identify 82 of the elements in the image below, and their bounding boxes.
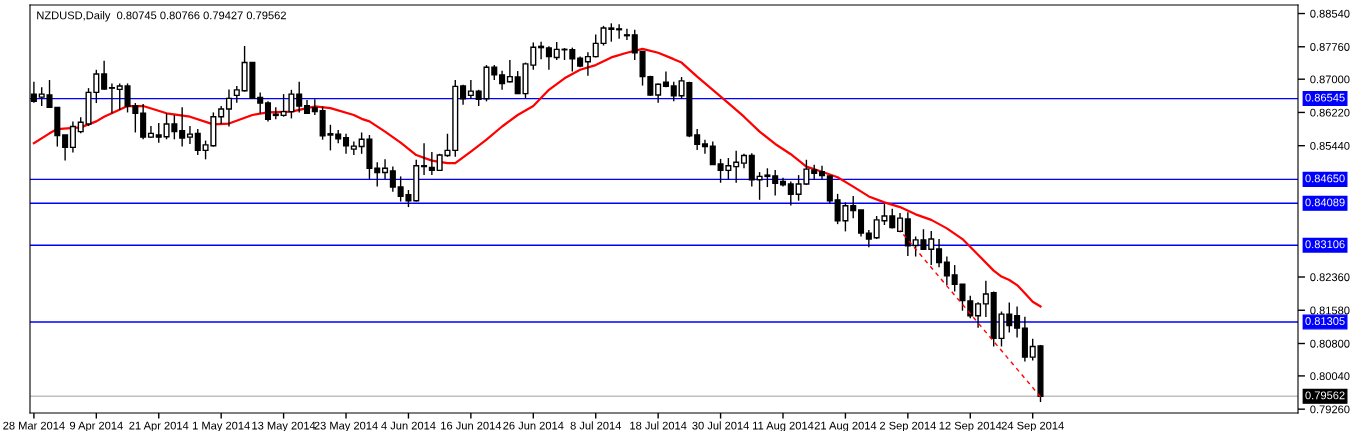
x-tick-label: 12 Sep 2014 (939, 421, 1002, 431)
candlestick (225, 88, 233, 128)
candlestick (69, 120, 76, 154)
x-tick-label: 8 Jul 2014 (570, 421, 622, 430)
ref-line-label: 0.84650 (1305, 174, 1345, 183)
x-tick-label: 4 Jun 2014 (381, 421, 436, 430)
candlestick (155, 122, 162, 144)
candlestick (928, 230, 935, 266)
x-tick-label: 30 Jul 2014 (692, 421, 749, 430)
y-tick-label: 0.82360 (1310, 273, 1350, 282)
candlestick (818, 165, 826, 181)
y-tick-label: 0.80040 (1310, 372, 1350, 381)
candlestick (186, 125, 193, 145)
candlestick (506, 59, 513, 84)
candlestick (428, 151, 435, 176)
x-tick-label: 28 Mar 2014 (3, 421, 65, 430)
candlestick (389, 165, 396, 193)
candlestick (1014, 305, 1021, 339)
candlestick (857, 209, 865, 238)
candlestick (116, 82, 123, 111)
candlestick (545, 45, 552, 71)
candlestick (943, 255, 950, 286)
y-tick-label: 0.88540 (1310, 9, 1350, 18)
candlestick (982, 280, 989, 318)
candlestick (616, 23, 623, 40)
ref-line-label: 0.86545 (1305, 93, 1345, 102)
candlestick (382, 158, 389, 180)
y-tick-label: 0.80800 (1310, 339, 1350, 348)
candlestick (623, 28, 630, 41)
candlestick (101, 60, 108, 91)
ref-line-label: 0.79562 (1305, 391, 1345, 400)
x-tick-label: 21 Apr 2014 (129, 421, 189, 431)
candlestick (311, 98, 318, 116)
candlestick (787, 180, 794, 207)
candlestick (670, 81, 677, 103)
y-tick-label: 0.81580 (1310, 306, 1350, 315)
candlestick (772, 169, 779, 197)
text: NZDUSD,Daily 0.80745 0.80766 0.79427 0.79562 (37, 11, 286, 22)
y-tick-label: 0.87000 (1310, 75, 1350, 84)
candlestick (975, 301, 982, 329)
candlestick (350, 140, 357, 156)
ref-line-label: 0.84089 (1305, 198, 1345, 207)
x-tick-label: 26 Jun 2014 (503, 421, 564, 430)
candlestick (499, 69, 506, 91)
candlestick (936, 238, 943, 268)
y-tick-label: 0.79260 (1310, 405, 1350, 414)
candlestick (62, 134, 69, 162)
x-tick-label: 23 May 2014 (314, 421, 378, 431)
x-tick-label: 21 Aug 2014 (814, 421, 877, 431)
line-series (32, 47, 1042, 308)
candlestick (421, 142, 428, 176)
candlestick (257, 91, 264, 114)
candlestick (467, 79, 474, 100)
candlestick (194, 128, 201, 156)
candlestick (694, 128, 701, 151)
candlestick (733, 150, 740, 184)
candlestick (584, 51, 591, 77)
candlestick (108, 82, 115, 114)
candlestick (140, 103, 147, 140)
candlestick (342, 133, 350, 155)
y-tick-label: 0.85440 (1310, 141, 1350, 150)
candlestick (709, 140, 716, 166)
ref-line-label: 0.81305 (1305, 317, 1345, 325)
candlestick (850, 195, 857, 219)
x-tick-label: 13 May 2014 (252, 421, 316, 431)
ref-line-label: 0.83106 (1305, 240, 1345, 249)
candlestick (374, 161, 381, 188)
x-tick-label: 1 May 2014 (192, 421, 250, 431)
candlestick (655, 82, 662, 104)
x-tick-label: 24 Sep 2014 (1001, 421, 1064, 431)
candlestick (701, 139, 709, 155)
candlestick (264, 100, 272, 123)
candlestick (631, 29, 638, 61)
x-tick-label: 16 Jun 2014 (441, 421, 502, 430)
y-tick-label: 0.87760 (1310, 43, 1350, 51)
x-tick-label: 9 Apr 2014 (69, 421, 123, 431)
candlestick (296, 81, 303, 114)
x-tick-label: 2 Sep 2014 (879, 421, 936, 431)
x-tick-label: 18 Jul 2014 (630, 421, 687, 430)
y-tick-label: 0.86220 (1310, 108, 1350, 117)
x-tick-label: 11 Aug 2014 (753, 421, 814, 431)
candlestick (179, 106, 186, 148)
